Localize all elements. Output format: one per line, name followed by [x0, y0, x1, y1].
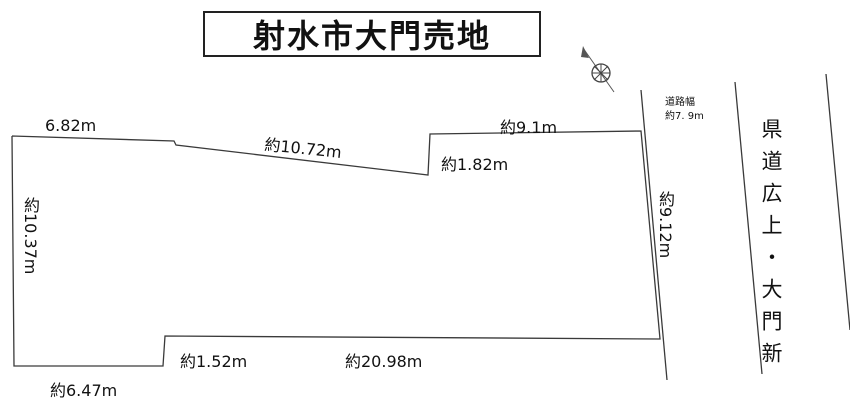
dim-bottom-long: 約20.98m — [345, 352, 423, 371]
road-width-label: 道路幅 — [665, 97, 695, 108]
road-width-value: 約7. 9m — [665, 111, 704, 122]
road-name: 県道広上・大門新 — [759, 118, 783, 374]
dim-left-side: 約10.37m — [21, 197, 40, 275]
page-title: 射水市大門売地 — [252, 17, 491, 55]
road-edge-left — [640, 89, 668, 381]
north-arrow-icon — [581, 46, 615, 93]
road-edge-middle — [734, 81, 763, 375]
road-edge-right — [825, 73, 850, 331]
dim-bottom-left: 約6.47m — [50, 381, 118, 400]
dim-right-side: 約9.12m — [656, 191, 675, 259]
dim-top-left: 6.82m — [45, 116, 97, 135]
dim-top-step: 約1.82m — [441, 155, 509, 174]
lot-outline — [11, 130, 661, 367]
dim-top-right: 約9.1m — [500, 118, 558, 137]
dim-bottom-step: 約1.52m — [180, 352, 248, 371]
title-box: 射水市大門売地 — [203, 11, 541, 57]
